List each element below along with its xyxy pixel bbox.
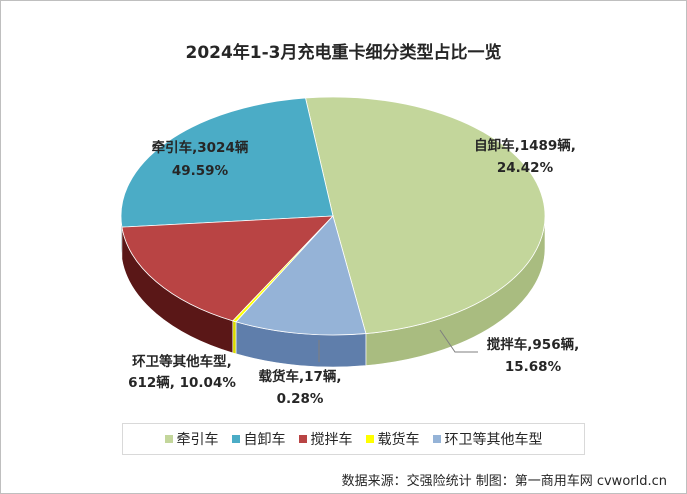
data-label-载货车-line1: 载货车,17辆,: [258, 368, 341, 385]
legend-swatch: [365, 435, 374, 443]
legend-swatch: [298, 435, 307, 443]
slice-自卸车: [120, 97, 334, 228]
slice-牵引车: [305, 96, 546, 334]
legend-label: 搅拌车: [310, 432, 353, 448]
legend-item-牵引车: 牵引车: [164, 429, 219, 449]
legend-label: 环卫等其他车型: [444, 432, 543, 448]
data-label-牵引车-line1: 牵引车,3024辆: [152, 139, 249, 156]
legend: 牵引车 自卸车 搅拌车 载货车 环卫等其他车型: [122, 423, 585, 455]
data-label-牵引车-line2: 49.59%: [172, 163, 229, 179]
legend-label: 自卸车: [243, 432, 286, 448]
legend-label: 载货车: [377, 432, 420, 448]
legend-label: 牵引车: [176, 432, 219, 448]
data-label-自卸车-line1: 自卸车,1489辆,: [474, 137, 576, 154]
leader-lines: [318, 329, 478, 362]
pie-tops: [120, 96, 546, 336]
chart-title: 2024年1-3月充电重卡细分类型占比一览: [185, 43, 502, 63]
data-labels: 牵引车,3024辆 49.59% 自卸车,1489辆, 24.42% 搅拌车,956辆,…: [128, 137, 579, 407]
legend-item-载货车: 载货车: [365, 429, 420, 449]
source-note: 数据来源：交强险统计 制图：第一商用车网 cvworld.cn: [341, 474, 667, 489]
legend-swatch: [164, 435, 173, 443]
pie-sides: [120, 215, 546, 368]
data-label-载货车-line2: 0.28%: [277, 391, 324, 407]
data-label-自卸车-line2: 24.42%: [497, 160, 554, 176]
data-label-搅拌车-line1: 搅拌车,956辆,: [487, 336, 579, 353]
slice-环卫等其他车型: [235, 215, 367, 336]
slice-side-载货车: [232, 320, 237, 355]
slice-搅拌车: [121, 215, 334, 322]
legend-swatch: [432, 435, 441, 443]
leader-line-0: [439, 329, 478, 353]
data-label-环卫等其他车型-line2: 612辆, 10.04%: [128, 374, 236, 391]
legend-item-搅拌车: 搅拌车: [298, 429, 353, 449]
legend-item-自卸车: 自卸车: [231, 429, 286, 449]
data-label-环卫等其他车型-line1: 环卫等其他车型,: [132, 353, 232, 370]
legend-item-环卫等其他车型: 环卫等其他车型: [432, 429, 543, 449]
data-label-搅拌车-line2: 15.68%: [505, 359, 562, 375]
legend-swatch: [231, 435, 240, 443]
